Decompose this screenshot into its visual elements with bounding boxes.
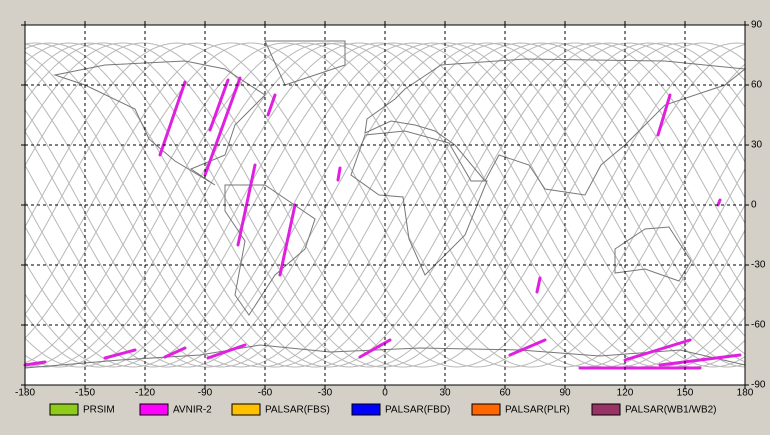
x-tick-label: 180 — [737, 388, 754, 399]
legend-label: PALSAR(FBD) — [385, 405, 450, 416]
x-tick-label: 30 — [439, 388, 451, 399]
x-tick-label: -60 — [258, 388, 273, 399]
ground-track — [25, 42, 745, 368]
legend-label: AVNIR-2 — [173, 405, 212, 416]
x-tick-label: 0 — [382, 388, 388, 399]
y-tick-label: 0 — [751, 200, 757, 211]
x-tick-label: 60 — [499, 388, 511, 399]
y-tick-label: 30 — [751, 140, 763, 151]
ground-track — [25, 42, 745, 368]
x-tick-label: -30 — [318, 388, 333, 399]
ground-track — [25, 42, 745, 368]
x-tick-label: -90 — [198, 388, 213, 399]
ground-track — [25, 42, 745, 368]
y-tick-label: 60 — [751, 80, 763, 91]
x-tick-label: 120 — [617, 388, 634, 399]
legend-label: PALSAR(PLR) — [505, 405, 570, 416]
legend-swatch — [351, 403, 381, 416]
ground-track — [25, 42, 745, 368]
x-tick-label: 90 — [559, 388, 571, 399]
legend-swatch — [49, 403, 79, 416]
ground-track — [25, 42, 745, 368]
x-tick-label: 150 — [677, 388, 694, 399]
ground-track — [25, 42, 745, 368]
ground-track — [25, 42, 745, 368]
y-tick-label: -60 — [751, 320, 766, 331]
ground-track — [25, 42, 745, 368]
ground-track — [25, 42, 745, 368]
legend-label: PALSAR(FBS) — [265, 405, 330, 416]
x-tick-label: -120 — [135, 388, 155, 399]
legend-swatch — [139, 403, 169, 416]
legend-swatch — [591, 403, 621, 416]
legend-label: PRSIM — [83, 405, 115, 416]
y-tick-label: -30 — [751, 260, 766, 271]
axes: -180 -150 -120 -90 -60 -30 0 30 60 90 120 150 180 90 6… — [15, 20, 766, 399]
legend-swatch — [231, 403, 261, 416]
y-tick-label: 90 — [751, 20, 763, 31]
ground-track — [25, 42, 745, 368]
acquisitions — [23, 76, 742, 370]
plot-frame — [24, 24, 746, 386]
legend: PRSIM AVNIR-2 PALSAR(FBS) PALSAR(FBD) PALSAR… — [49, 403, 717, 416]
ground-track — [25, 42, 745, 368]
y-tick-label: -90 — [751, 380, 766, 391]
ground-track — [25, 42, 745, 368]
x-tick-label: -150 — [75, 388, 95, 399]
legend-swatch — [471, 403, 501, 416]
x-tick-label: -180 — [15, 388, 35, 399]
legend-label: PALSAR(WB1/WB2) — [625, 405, 717, 416]
